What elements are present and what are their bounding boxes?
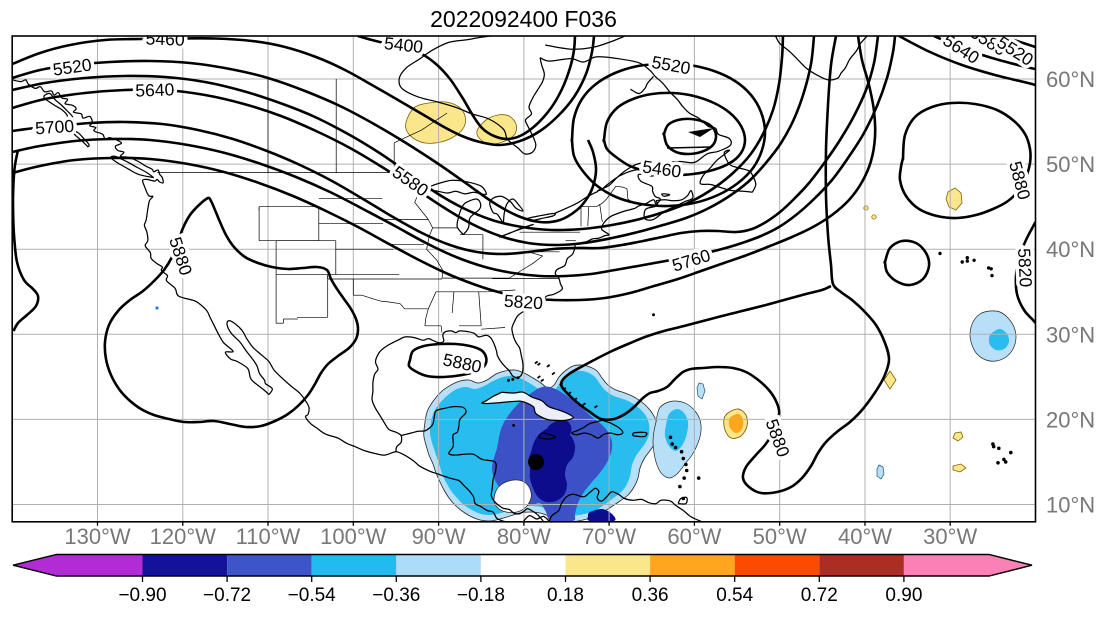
svg-text:40°W: 40°W (838, 524, 892, 549)
svg-text:−0.72: −0.72 (203, 585, 251, 606)
svg-text:0.90: 0.90 (885, 585, 922, 606)
svg-text:5820: 5820 (1014, 248, 1036, 288)
svg-text:120°W: 120°W (150, 524, 217, 549)
svg-text:60°W: 60°W (667, 524, 721, 549)
svg-text:20°N: 20°N (1046, 407, 1095, 432)
svg-text:80°W: 80°W (497, 524, 551, 549)
svg-text:0.54: 0.54 (716, 585, 753, 606)
svg-text:60°N: 60°N (1046, 67, 1095, 92)
svg-text:50°N: 50°N (1046, 152, 1095, 177)
svg-text:−0.90: −0.90 (118, 585, 166, 606)
svg-text:0.36: 0.36 (632, 585, 669, 606)
svg-text:50°W: 50°W (753, 524, 807, 549)
svg-text:30°N: 30°N (1046, 322, 1095, 347)
svg-text:−0.18: −0.18 (457, 585, 505, 606)
svg-text:30°W: 30°W (923, 524, 977, 549)
svg-text:5640: 5640 (135, 79, 175, 100)
svg-text:70°W: 70°W (582, 524, 636, 549)
svg-text:0.72: 0.72 (801, 585, 838, 606)
svg-text:0.18: 0.18 (547, 585, 584, 606)
svg-text:110°W: 110°W (236, 524, 301, 549)
svg-text:130°W: 130°W (64, 524, 131, 549)
svg-text:2022092400 F036: 2022092400 F036 (430, 6, 617, 32)
svg-text:5400: 5400 (383, 33, 424, 57)
svg-text:−0.36: −0.36 (372, 585, 420, 606)
svg-text:10°N: 10°N (1046, 493, 1095, 518)
svg-text:90°W: 90°W (412, 524, 466, 549)
svg-text:−0.54: −0.54 (288, 585, 337, 606)
svg-text:40°N: 40°N (1046, 237, 1095, 262)
svg-text:100°W: 100°W (320, 524, 387, 549)
svg-text:5700: 5700 (34, 116, 74, 139)
svg-text:5820: 5820 (503, 291, 543, 314)
